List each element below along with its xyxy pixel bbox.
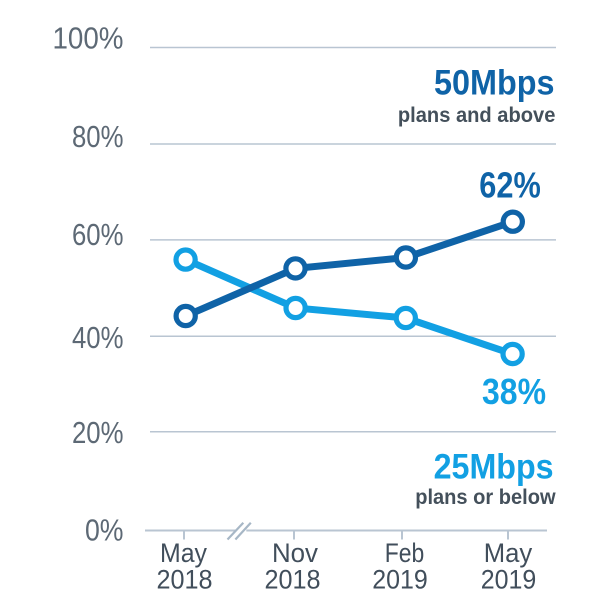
svg-text:May: May <box>484 537 533 568</box>
svg-text:50Mbps: 50Mbps <box>434 64 555 103</box>
svg-text:38%: 38% <box>482 371 546 412</box>
svg-text:Nov: Nov <box>272 537 318 568</box>
svg-text:2019: 2019 <box>372 563 428 594</box>
svg-text:0%: 0% <box>85 512 124 547</box>
svg-text:plans and above: plans and above <box>398 103 556 127</box>
svg-text:25Mbps: 25Mbps <box>434 448 554 487</box>
svg-text:80%: 80% <box>72 119 124 154</box>
svg-text:May: May <box>160 537 207 568</box>
svg-text:2018: 2018 <box>265 563 321 594</box>
svg-text:Feb: Feb <box>385 537 425 568</box>
svg-text:2019: 2019 <box>481 563 537 594</box>
svg-text:100%: 100% <box>53 21 124 56</box>
svg-text:2018: 2018 <box>157 563 213 594</box>
svg-text:62%: 62% <box>479 165 541 206</box>
svg-text:20%: 20% <box>72 415 124 450</box>
svg-text:40%: 40% <box>72 320 124 355</box>
svg-text:plans or below: plans or below <box>415 485 556 509</box>
svg-text:60%: 60% <box>72 217 124 252</box>
